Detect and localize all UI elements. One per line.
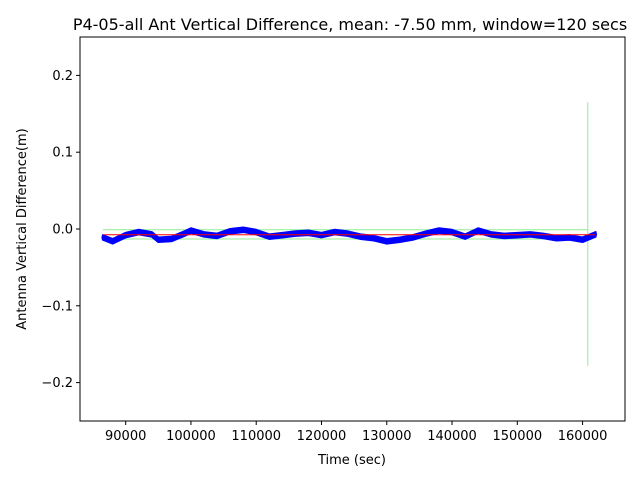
x-tick-label: 90000: [105, 429, 146, 444]
raw-point: [156, 238, 160, 242]
x-tick-label: 110000: [231, 429, 281, 444]
plot-layer: [101, 102, 598, 366]
y-axis-label: Antenna Vertical Difference(m): [15, 128, 30, 329]
raw-point: [568, 235, 572, 239]
raw-point: [463, 235, 467, 239]
x-tick-label: 100000: [166, 429, 216, 444]
x-tick-label: 120000: [297, 429, 347, 444]
raw-point: [306, 231, 310, 235]
raw-point: [111, 239, 115, 243]
raw-point: [333, 230, 337, 234]
x-axis: 90000 100000 110000 120000 130000 140000 15000…: [105, 421, 607, 444]
y-tick-label: 0.0: [52, 223, 73, 238]
raw-point: [554, 236, 558, 240]
raw-point: [169, 237, 173, 241]
x-axis-label: Time (sec): [317, 453, 386, 468]
raw-point: [101, 235, 105, 239]
y-tick-label: −0.1: [41, 299, 73, 314]
series-raw-band: [101, 226, 597, 245]
raw-point: [359, 235, 363, 239]
x-tick-label: 150000: [492, 429, 542, 444]
raw-point: [189, 229, 193, 233]
raw-point: [411, 235, 415, 239]
raw-point: [372, 236, 376, 240]
raw-point: [254, 230, 258, 234]
chart-title: P4-05-all Ant Vertical Difference, mean:…: [73, 15, 627, 34]
raw-point: [437, 229, 441, 233]
y-tick-label: 0.1: [52, 146, 73, 161]
raw-point: [450, 230, 454, 234]
raw-point: [228, 229, 232, 233]
raw-point: [137, 230, 141, 234]
x-tick-label: 140000: [427, 429, 477, 444]
y-tick-label: −0.2: [41, 376, 73, 391]
x-tick-label: 130000: [362, 429, 412, 444]
y-axis: −0.2 −0.1 0.0 0.1 0.2: [41, 69, 80, 391]
x-tick-label: 160000: [558, 429, 608, 444]
raw-point: [241, 228, 245, 232]
raw-point: [581, 238, 585, 242]
raw-point: [385, 239, 389, 243]
raw-point: [476, 229, 480, 233]
y-tick-label: 0.2: [52, 69, 73, 84]
raw-point: [267, 235, 271, 239]
raw-point: [398, 238, 402, 242]
